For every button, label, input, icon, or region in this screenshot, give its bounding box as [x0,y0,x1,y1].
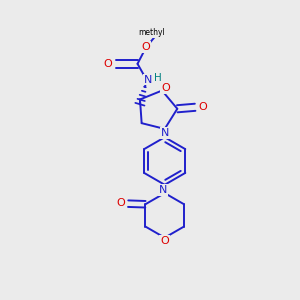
Text: O: O [198,102,207,112]
Text: N: N [144,75,152,85]
Text: O: O [103,59,112,69]
Text: H: H [154,73,162,83]
Text: O: O [161,83,170,93]
Text: N: N [159,185,167,195]
Text: O: O [160,236,169,246]
Text: N: N [160,128,169,138]
Text: O: O [116,198,125,208]
Text: O: O [142,42,151,52]
Text: methyl: methyl [138,28,165,37]
